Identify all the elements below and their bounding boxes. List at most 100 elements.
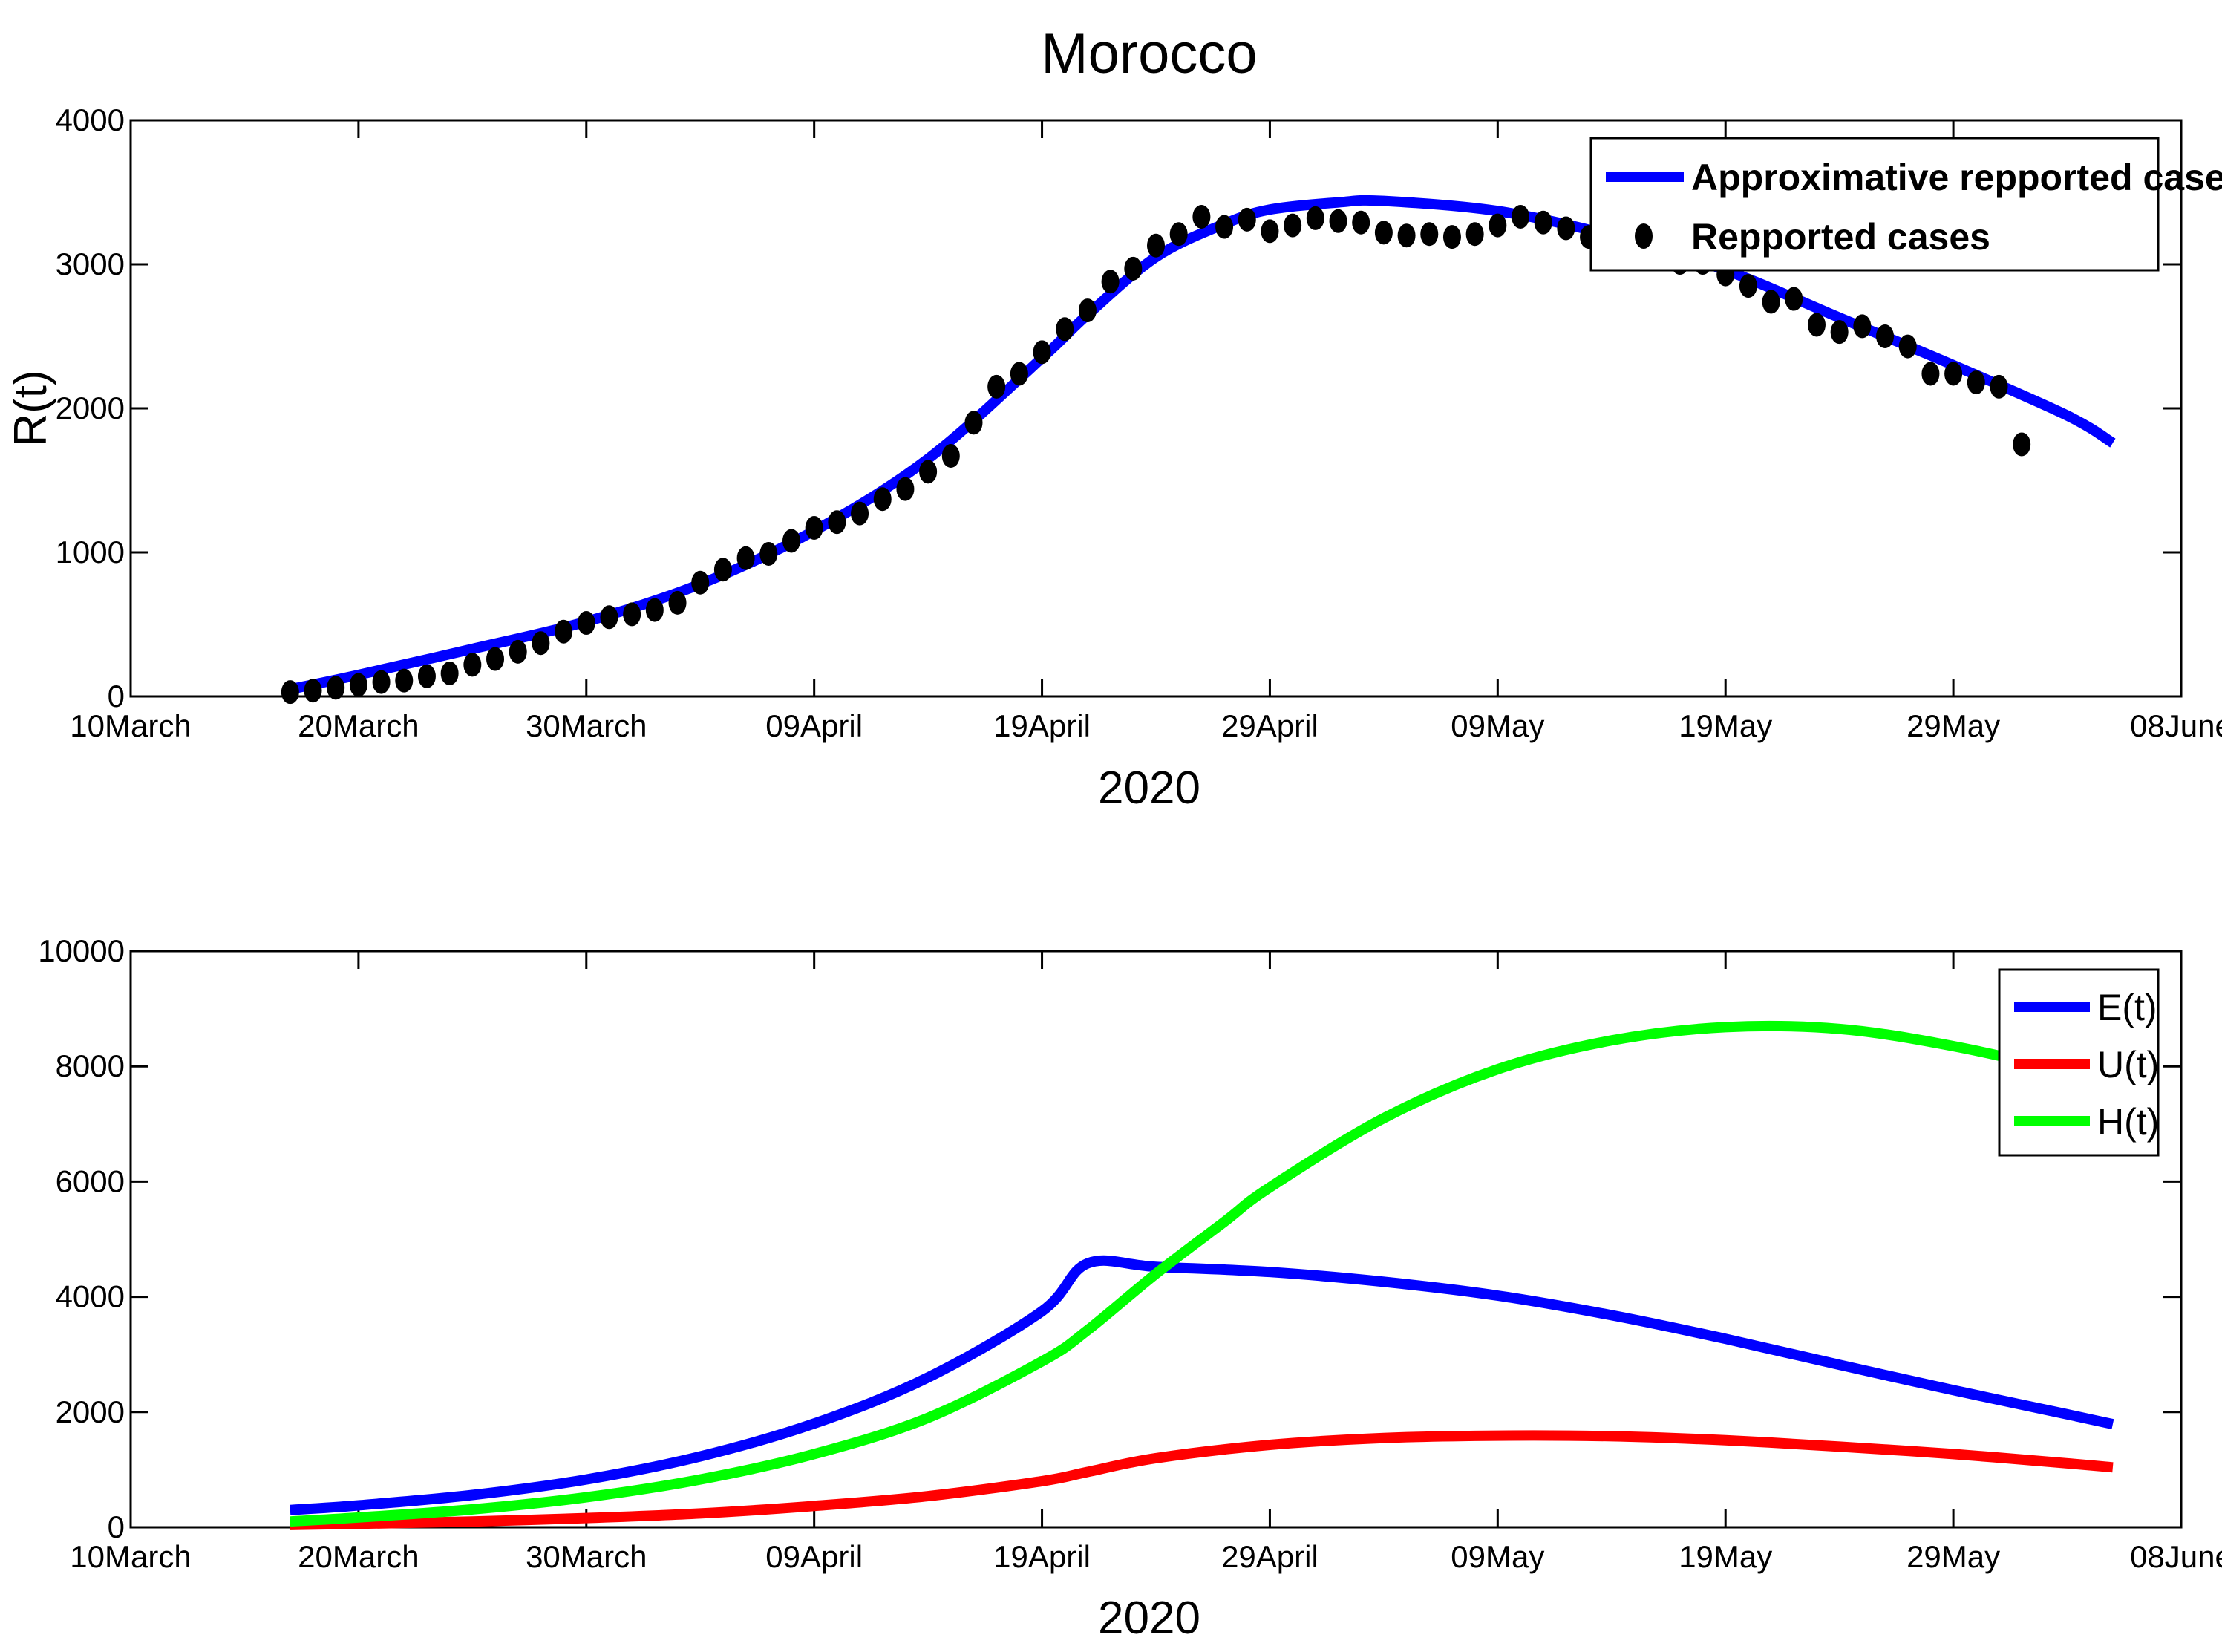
top-scatter-series-1 [281, 204, 2031, 705]
axes-top: 10March 20March 30March 09April 19April 29Apr… [5, 102, 2222, 814]
top-point-3 [349, 673, 367, 697]
top-point-49 [1397, 223, 1416, 248]
top-point-24 [828, 510, 846, 535]
top-point-65 [1762, 290, 1780, 314]
top-point-20 [736, 546, 755, 570]
top-point-71 [1898, 334, 1917, 359]
top-point-25 [851, 501, 869, 526]
legend-marker-reported [1635, 223, 1653, 249]
top-point-44 [1284, 213, 1302, 238]
top-point-11 [532, 631, 550, 656]
top-point-51 [1442, 225, 1461, 249]
top-point-28 [919, 460, 938, 484]
top-point-43 [1261, 219, 1279, 244]
bot-xtick-label-2: 30March [526, 1539, 647, 1574]
top-point-26 [873, 487, 892, 512]
top-point-18 [691, 570, 710, 595]
top-point-41 [1215, 215, 1234, 239]
legend-label-reported: Repported cases [1691, 216, 1990, 258]
top-point-42 [1238, 207, 1256, 232]
bot-ytick-label-2: 4000 [56, 1279, 125, 1314]
bot-ytick-label-5: 10000 [38, 933, 125, 968]
top-point-23 [805, 516, 823, 541]
top-point-67 [1807, 313, 1826, 337]
top-point-37 [1124, 256, 1143, 281]
top-point-12 [555, 619, 573, 644]
top-xtick-label-7: 19May [1679, 708, 1772, 743]
top-point-68 [1830, 320, 1849, 345]
bot-xtick-label-0: 10March [70, 1539, 191, 1574]
top-point-10 [509, 639, 527, 664]
top-point-47 [1352, 210, 1370, 235]
top-point-36 [1101, 270, 1120, 294]
top-point-14 [600, 605, 618, 630]
top-point-66 [1785, 287, 1803, 311]
legend-label-approximative: Approximative repported cases [1691, 157, 2222, 198]
top-point-35 [1078, 298, 1097, 323]
top-y-axis-label: R(t) [5, 370, 56, 446]
top-ytick-label-2: 2000 [56, 391, 125, 425]
top-point-29 [941, 444, 960, 468]
top-point-73 [1944, 362, 1963, 386]
top-xtick-label-1: 20March [298, 708, 419, 743]
top-legend-box [1589, 137, 2160, 272]
bot-line-series-0 [290, 1255, 2114, 1515]
legend-label-h: H(t) [2097, 1101, 2159, 1143]
top-point-15 [623, 602, 641, 627]
bot-xtick-label-8: 29May [1906, 1539, 2000, 1574]
top-point-19 [713, 558, 732, 582]
top-point-33 [1033, 340, 1051, 365]
top-point-75 [1990, 374, 2008, 399]
bottom-legend: E(t) U(t) H(t) [1998, 968, 2160, 1157]
legend-label-e: E(t) [2097, 987, 2157, 1028]
axes-bottom: 10March 20March 30March 09April 19April 29Apr… [38, 933, 2222, 1644]
top-xtick-label-3: 09April [765, 708, 863, 743]
top-point-4 [372, 670, 391, 694]
bot-line-series-1 [290, 1430, 2114, 1530]
top-ytick-label-0: 0 [108, 679, 125, 714]
top-xtick-label-0: 10March [70, 708, 191, 743]
top-xtick-label-4: 19April [993, 708, 1091, 743]
bot-xtick-label-5: 29April [1221, 1539, 1319, 1574]
top-point-64 [1739, 274, 1757, 298]
top-point-5 [395, 668, 414, 693]
bot-xtick-label-3: 09April [765, 1539, 863, 1574]
top-point-13 [577, 611, 595, 636]
bot-ytick-label-1: 2000 [56, 1394, 125, 1429]
top-ytick-label-4: 4000 [56, 102, 125, 137]
top-point-21 [759, 541, 778, 566]
bot-xtick-label-1: 20March [298, 1539, 419, 1574]
top-point-46 [1329, 209, 1347, 233]
top-point-0 [281, 680, 299, 705]
top-ytick-label-3: 3000 [56, 247, 125, 281]
chart-title: Morocco [1041, 22, 1257, 85]
top-point-1 [304, 679, 322, 703]
top-point-48 [1374, 221, 1393, 245]
bot-xtick-label-4: 19April [993, 1539, 1091, 1574]
top-point-76 [2013, 432, 2031, 457]
top-point-9 [486, 647, 505, 671]
bot-ytick-label-4: 8000 [56, 1048, 125, 1083]
top-point-39 [1169, 222, 1188, 247]
top-point-70 [1876, 324, 1895, 348]
top-point-52 [1465, 222, 1484, 247]
top-point-69 [1853, 314, 1872, 339]
top-ytick-label-1: 1000 [56, 535, 125, 569]
top-point-17 [668, 590, 687, 615]
top-point-38 [1147, 233, 1165, 258]
top-point-27 [896, 477, 915, 501]
top-point-45 [1306, 206, 1324, 230]
top-point-53 [1489, 213, 1507, 238]
top-xtick-label-9: 08June [2130, 708, 2222, 743]
top-point-2 [327, 676, 345, 700]
top-point-7 [440, 661, 459, 685]
top-point-8 [463, 653, 482, 677]
top-point-34 [1056, 317, 1074, 342]
bottom-x-axis-label: 2020 [1098, 1593, 1200, 1644]
top-point-30 [964, 411, 983, 435]
axes-bottom-frame [129, 950, 2183, 1529]
top-x-axis-label: 2020 [1098, 763, 1200, 814]
bot-line-series-2 [290, 1020, 2115, 1527]
